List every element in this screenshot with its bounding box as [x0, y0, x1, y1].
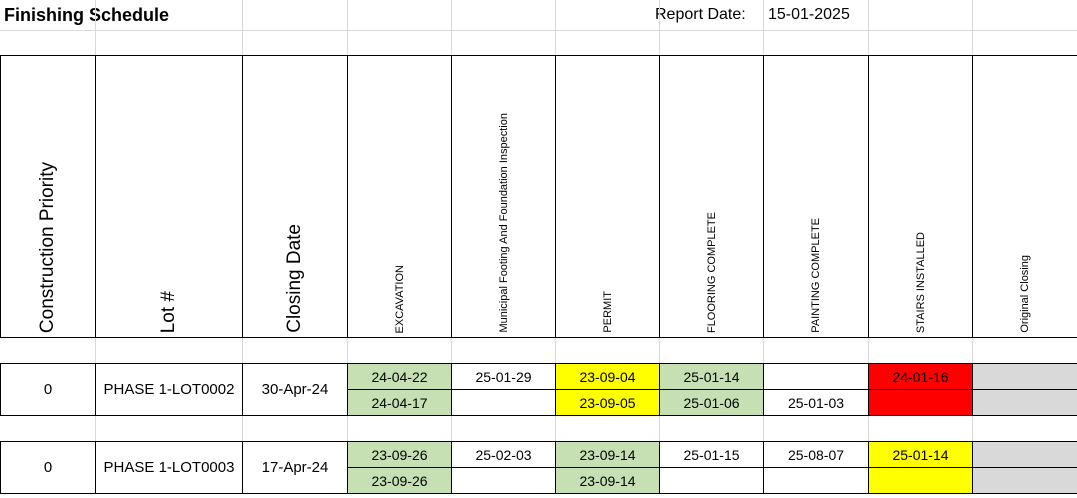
milestone-cell: [451, 389, 556, 416]
row-cell: 0: [0, 363, 96, 416]
gridline: [451, 415, 452, 441]
milestone-cell: 25-01-14: [659, 363, 764, 390]
gridline: [868, 337, 869, 363]
gridline: [242, 415, 243, 441]
gridline: [347, 415, 348, 441]
row-cell: 30-Apr-24: [242, 363, 348, 416]
column-header-text: Municipal Footing And Foundation Inspect…: [497, 113, 510, 333]
column-header: Original Closing: [972, 55, 1077, 338]
column-header: Closing Date: [242, 55, 348, 338]
milestone-cell: 24-04-17: [347, 389, 452, 416]
milestone-cell: [868, 389, 973, 416]
column-header-text: Construction Priority: [37, 161, 58, 333]
gridline: [659, 337, 660, 363]
gridline: [347, 337, 348, 363]
milestone-cell: [451, 467, 556, 494]
milestone-cell: [763, 467, 869, 494]
gridline: [763, 415, 764, 441]
row-cell: PHASE 1-LOT0003: [95, 441, 243, 494]
milestone-cell: 25-02-03: [451, 441, 556, 468]
column-header-text: Closing Date: [284, 224, 305, 333]
gridline: [0, 30, 1077, 31]
gridline: [659, 0, 660, 55]
column-header: Municipal Footing And Foundation Inspect…: [451, 55, 556, 338]
gridline: [763, 337, 764, 363]
gridline: [347, 0, 348, 55]
gridline: [555, 415, 556, 441]
row-cell: 0: [0, 441, 96, 494]
gridline: [972, 0, 973, 55]
milestone-cell: [868, 467, 973, 494]
milestone-cell: 23-09-26: [347, 467, 452, 494]
milestone-cell: 25-01-15: [659, 441, 764, 468]
column-header-text: EXCAVATION: [393, 264, 406, 333]
gridline: [95, 415, 96, 441]
row-cell: 17-Apr-24: [242, 441, 348, 494]
milestone-cell: 23-09-04: [555, 363, 660, 390]
row-cell: PHASE 1-LOT0002: [95, 363, 243, 416]
gridline: [555, 0, 556, 55]
column-header-text: PAINTING COMPLETE: [810, 218, 822, 333]
gridline: [868, 0, 869, 55]
column-header-text: FLOORING COMPLETE: [705, 211, 718, 333]
milestone-cell: 25-01-06: [659, 389, 764, 416]
column-header: PERMIT: [555, 55, 660, 338]
milestone-cell: 24-01-16: [868, 363, 973, 390]
sheet-title: Finishing Schedule: [4, 5, 170, 25]
gridline: [972, 337, 973, 363]
gridline: [95, 0, 96, 55]
milestone-cell: 23-09-14: [555, 467, 660, 494]
milestone-cell: [972, 467, 1077, 494]
milestone-cell: [659, 467, 764, 494]
gridline: [659, 415, 660, 441]
gridline: [972, 415, 973, 441]
column-header: Construction Priority: [0, 55, 96, 338]
report-date: 15-01-2025: [768, 6, 850, 23]
column-header: FLOORING COMPLETE: [659, 55, 764, 338]
milestone-cell: 24-04-22: [347, 363, 452, 390]
column-header-text: PERMIT: [601, 291, 614, 333]
gridline: [555, 337, 556, 363]
gridline: [868, 415, 869, 441]
column-header: EXCAVATION: [347, 55, 452, 338]
milestone-cell: 23-09-26: [347, 441, 452, 468]
column-header: Lot #: [95, 55, 243, 338]
milestone-cell: 25-01-14: [868, 441, 973, 468]
gridline: [95, 337, 96, 363]
column-header: STAIRS INSTALLED: [868, 55, 973, 338]
milestone-cell: 25-08-07: [763, 441, 869, 468]
milestone-cell: [972, 441, 1077, 468]
gridline: [242, 0, 243, 55]
column-header-text: Original Closing: [1019, 255, 1031, 333]
milestone-cell: [972, 389, 1077, 416]
gridline: [451, 337, 452, 363]
milestone-cell: 25-01-29: [451, 363, 556, 390]
column-header-text: Lot #: [158, 290, 179, 333]
gridline: [451, 0, 452, 55]
milestone-cell: 23-09-14: [555, 441, 660, 468]
column-header: PAINTING COMPLETE: [763, 55, 869, 338]
milestone-cell: 23-09-05: [555, 389, 660, 416]
milestone-cell: [972, 363, 1077, 390]
gridline: [242, 337, 243, 363]
milestone-cell: 25-01-03: [763, 389, 869, 416]
column-header-text: STAIRS INSTALLED: [914, 231, 927, 333]
gridline: [763, 0, 764, 55]
report-date-label: Report Date:: [655, 6, 746, 23]
milestone-cell: [763, 363, 869, 390]
